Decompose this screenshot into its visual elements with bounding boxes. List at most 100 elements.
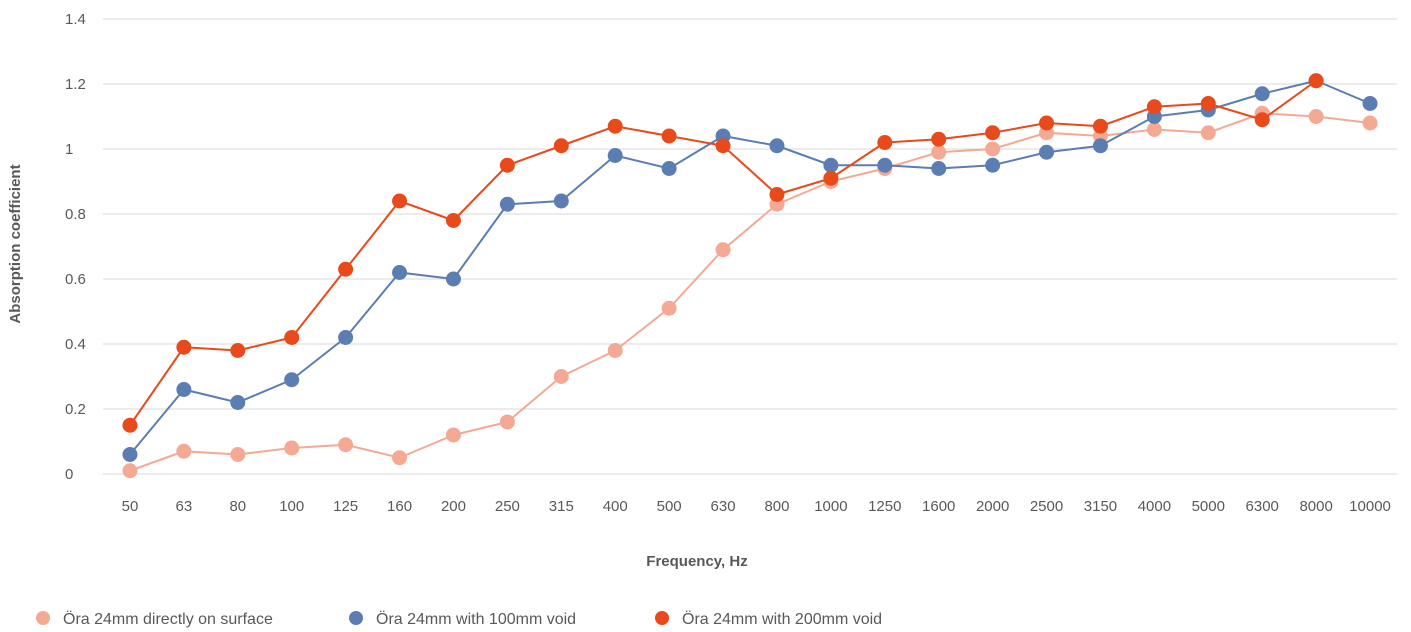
data-point: [823, 157, 839, 173]
y-tick-label: 0.6: [65, 271, 86, 288]
data-point: [284, 330, 300, 345]
y-tick-label: 1.2: [65, 76, 86, 93]
data-point: [769, 138, 785, 154]
y-axis-ticks: 0 0.2 0.4 0.6 0.8 1 1.2 1.4: [65, 11, 86, 483]
legend-label: Öra 24mm with 100mm void: [376, 610, 576, 628]
x-tick-label: 1000: [814, 498, 847, 515]
data-point: [338, 261, 354, 277]
data-point: [1092, 138, 1108, 154]
data-point: [985, 157, 1001, 173]
data-point: [499, 196, 515, 212]
x-tick-label: 2000: [976, 498, 1009, 515]
x-tick-label: 3150: [1084, 498, 1117, 515]
data-point: [607, 343, 623, 358]
x-tick-label: 63: [176, 498, 193, 515]
series-layer: [122, 73, 1378, 479]
data-point: [338, 437, 354, 453]
series-line: [129, 79, 1371, 456]
y-tick-label: 0.4: [65, 336, 86, 353]
x-tick-label: 1250: [868, 498, 901, 515]
y-tick-label: 1: [65, 141, 73, 158]
data-point: [715, 242, 731, 258]
x-axis-ticks: 50 63 80 100 125 160 200 250 315 400 500 630 800 1000…: [122, 498, 1391, 515]
data-point: [392, 265, 408, 280]
x-tick-label: 315: [549, 498, 574, 515]
series-line: [129, 112, 1371, 472]
x-tick-label: 630: [711, 498, 736, 515]
data-point: [553, 138, 569, 154]
legend-item: Öra 24mm with 200mm void: [655, 610, 882, 628]
legend: Öra 24mm directly on surface Öra 24mm wit…: [36, 610, 882, 628]
data-point: [1092, 118, 1108, 134]
x-tick-label: 400: [603, 498, 628, 515]
legend-item: Öra 24mm directly on surface: [36, 610, 273, 628]
data-point: [230, 343, 246, 358]
y-tick-label: 0.2: [65, 401, 86, 418]
data-point: [1146, 122, 1162, 137]
data-point: [1308, 109, 1324, 124]
data-point: [176, 443, 192, 459]
data-point: [769, 187, 785, 202]
data-point: [1039, 144, 1055, 160]
data-point: [445, 427, 461, 443]
data-point: [392, 193, 408, 209]
legend-marker: [655, 611, 669, 625]
data-point: [607, 148, 623, 163]
data-point: [553, 369, 569, 384]
data-point: [176, 382, 192, 397]
data-point: [445, 213, 461, 228]
data-point: [1362, 96, 1378, 111]
x-tick-label: 8000: [1299, 498, 1332, 515]
legend-label: Öra 24mm with 200mm void: [682, 610, 882, 628]
data-point: [877, 135, 893, 150]
data-point: [661, 300, 677, 316]
x-tick-label: 10000: [1349, 498, 1391, 515]
data-point: [1039, 115, 1055, 131]
data-point: [1200, 125, 1216, 141]
x-axis-title: Frequency, Hz: [646, 553, 747, 570]
data-point: [499, 157, 515, 173]
x-tick-label: 800: [764, 498, 789, 515]
data-point: [499, 414, 515, 430]
x-tick-label: 500: [657, 498, 682, 515]
legend-label: Öra 24mm directly on surface: [63, 610, 273, 628]
data-point: [284, 372, 300, 388]
data-point: [284, 440, 300, 456]
data-point: [1308, 73, 1324, 89]
legend-marker: [36, 611, 50, 625]
data-point: [176, 339, 192, 355]
data-point: [715, 138, 731, 154]
data-point: [122, 447, 138, 462]
data-point: [985, 125, 1001, 141]
data-point: [1146, 99, 1162, 115]
data-point: [661, 128, 677, 144]
x-tick-label: 6300: [1246, 498, 1279, 515]
data-point: [985, 141, 1001, 157]
data-point: [122, 417, 138, 433]
series-1: [122, 105, 1378, 479]
data-point: [877, 157, 893, 173]
data-point: [445, 271, 461, 287]
gridlines: [103, 18, 1397, 475]
y-tick-label: 0.8: [65, 206, 86, 223]
data-point: [338, 330, 354, 345]
data-point: [392, 450, 408, 466]
data-point: [1362, 115, 1378, 131]
y-tick-label: 1.4: [65, 11, 86, 28]
x-tick-label: 250: [495, 498, 520, 515]
data-point: [931, 131, 947, 147]
x-tick-label: 100: [279, 498, 304, 515]
x-tick-label: 5000: [1192, 498, 1225, 515]
x-tick-label: 160: [387, 498, 412, 515]
x-tick-label: 80: [229, 498, 246, 515]
data-point: [931, 161, 947, 176]
data-point: [823, 170, 839, 186]
data-point: [931, 144, 947, 160]
x-tick-label: 50: [122, 498, 139, 515]
legend-item: Öra 24mm with 100mm void: [349, 610, 576, 628]
x-tick-label: 1600: [922, 498, 955, 515]
x-tick-label: 2500: [1030, 498, 1063, 515]
y-axis-title: Absorption coefficient: [7, 164, 24, 323]
